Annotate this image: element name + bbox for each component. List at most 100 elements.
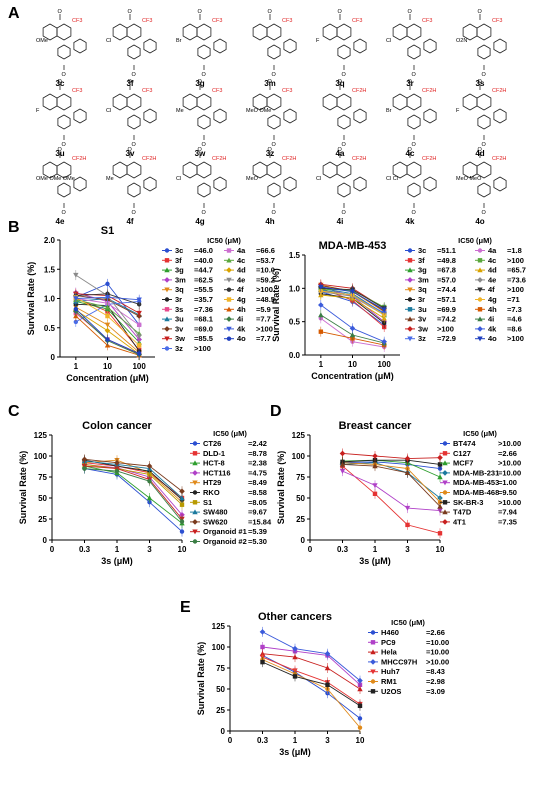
data-point — [339, 461, 346, 467]
legend-swatch-marker — [192, 500, 198, 505]
data-point — [318, 302, 324, 308]
legend-series-name: U2OS — [381, 687, 401, 696]
legend-swatch-marker — [226, 316, 232, 322]
data-point — [381, 312, 387, 318]
legend-item: CT26 =2.42 — [190, 439, 267, 448]
legend-ic50-value: >10.00 — [498, 498, 521, 507]
ring — [56, 23, 72, 41]
chart-title: S1 — [101, 225, 114, 237]
fluoroalkyl-group-label: CF3 — [142, 18, 152, 24]
legend-item: T47D =7.94 — [440, 508, 518, 517]
fluoroalkyl-group-label: CF3 — [142, 88, 152, 94]
legend-ic50-value: =7.7 — [256, 334, 271, 343]
y-tick-label: 1.5 — [289, 251, 301, 260]
legend-series-name: 4d — [488, 266, 497, 275]
y-tick-label: 1.0 — [289, 284, 301, 293]
data-point — [404, 470, 411, 475]
oxygen-label: O — [58, 9, 63, 15]
legend-item: 3z =72.9 — [405, 334, 456, 343]
ring — [477, 44, 491, 60]
legend-item: 3f =49.8 — [405, 256, 456, 265]
legend-item: C127 =2.66 — [440, 449, 517, 458]
y-tick-label: 0 — [301, 536, 306, 545]
ring — [112, 161, 128, 179]
substituent-label: O2N — [456, 38, 467, 44]
ring — [56, 161, 72, 179]
ring — [493, 176, 507, 192]
legend-series-name: 3w — [175, 334, 185, 343]
legend-swatch-marker — [442, 441, 448, 446]
ring — [267, 44, 281, 60]
series-line — [342, 463, 441, 507]
series-4k — [73, 292, 142, 305]
legend-swatch-marker — [442, 500, 448, 505]
x-tick-label: 100 — [377, 360, 391, 369]
fluoroalkyl-group-label: CF3 — [72, 18, 82, 24]
oxygen-label: O — [198, 79, 203, 85]
legend-item: PC9 =10.00 — [368, 638, 449, 647]
legend-ic50-value: =5.30 — [248, 537, 267, 546]
data-point — [179, 488, 185, 495]
ring — [266, 23, 282, 41]
legend-swatch-marker — [164, 326, 170, 332]
ring — [57, 182, 71, 198]
legend-ic50-value: =8.05 — [248, 498, 267, 507]
legend-item: 4k =8.6 — [475, 324, 522, 333]
oxygen-label: O — [408, 79, 413, 85]
legend-item: MCF7 >10.00 — [440, 459, 521, 468]
data-point — [325, 682, 330, 687]
substituent-label: OMe — [36, 38, 48, 44]
legend-ic50-value: >100 — [437, 324, 454, 333]
legend-swatch-marker — [192, 490, 198, 495]
y-tick-label: 100 — [34, 452, 48, 461]
oxygen-label: O — [62, 72, 67, 78]
substituent-label: Cl — [106, 108, 111, 114]
legend-ic50-value: >10.00 — [498, 439, 521, 448]
legend-ic50-value: =10.0 — [256, 266, 275, 275]
data-point — [136, 322, 142, 328]
ring — [336, 23, 352, 41]
oxygen-label: O — [342, 210, 347, 216]
legend-series-name: MDA-MB-468 — [453, 488, 499, 497]
legend-item: H460 =2.66 — [368, 628, 445, 637]
data-point — [73, 272, 79, 278]
fluoroalkyl-group-label: CF2H — [72, 156, 86, 162]
legend-item: SW480 =9.67 — [190, 508, 267, 517]
legend-swatch-marker — [192, 519, 198, 525]
ring — [126, 161, 142, 179]
series-line — [84, 465, 183, 524]
legend-swatch-marker — [442, 451, 448, 456]
series-c127 — [340, 461, 443, 539]
legend-series-name: 4e — [237, 275, 245, 284]
data-point — [114, 459, 120, 466]
legend-ic50-value: =10.00 — [426, 648, 449, 657]
panel-label-A: A — [8, 5, 20, 22]
chart-c-2: Colon cancer 0 25 50 75 100 125 0 0.3 1 3 10 3s (μM)… — [18, 420, 272, 566]
x-tick-label: 10 — [356, 736, 365, 745]
data-point — [73, 306, 79, 312]
ring — [337, 114, 351, 130]
series-sw480 — [81, 456, 185, 503]
oxygen-label: O — [478, 79, 483, 85]
legend-item: 3w >100 — [405, 324, 454, 333]
ring — [392, 23, 408, 41]
fluoroalkyl-group-label: CF3 — [212, 18, 222, 24]
legend-item: 3m =57.0 — [405, 275, 456, 284]
legend-series-name: Organoid #1 — [203, 527, 247, 536]
legend-swatch-marker — [442, 480, 448, 486]
legend-item: 4e =59.2 — [224, 275, 275, 284]
legend-ic50-value: =85.5 — [194, 334, 213, 343]
legend-swatch-marker — [477, 336, 483, 342]
ring — [112, 23, 128, 41]
ring — [493, 108, 507, 124]
legend-swatch-marker — [370, 649, 376, 655]
y-tick-label: 50 — [38, 494, 47, 503]
x-tick-label: 3 — [405, 545, 410, 554]
ring — [322, 161, 338, 179]
ring — [267, 114, 281, 130]
series-mhcc97h — [259, 626, 363, 686]
ring — [56, 93, 72, 111]
legend-swatch-marker — [477, 287, 483, 293]
